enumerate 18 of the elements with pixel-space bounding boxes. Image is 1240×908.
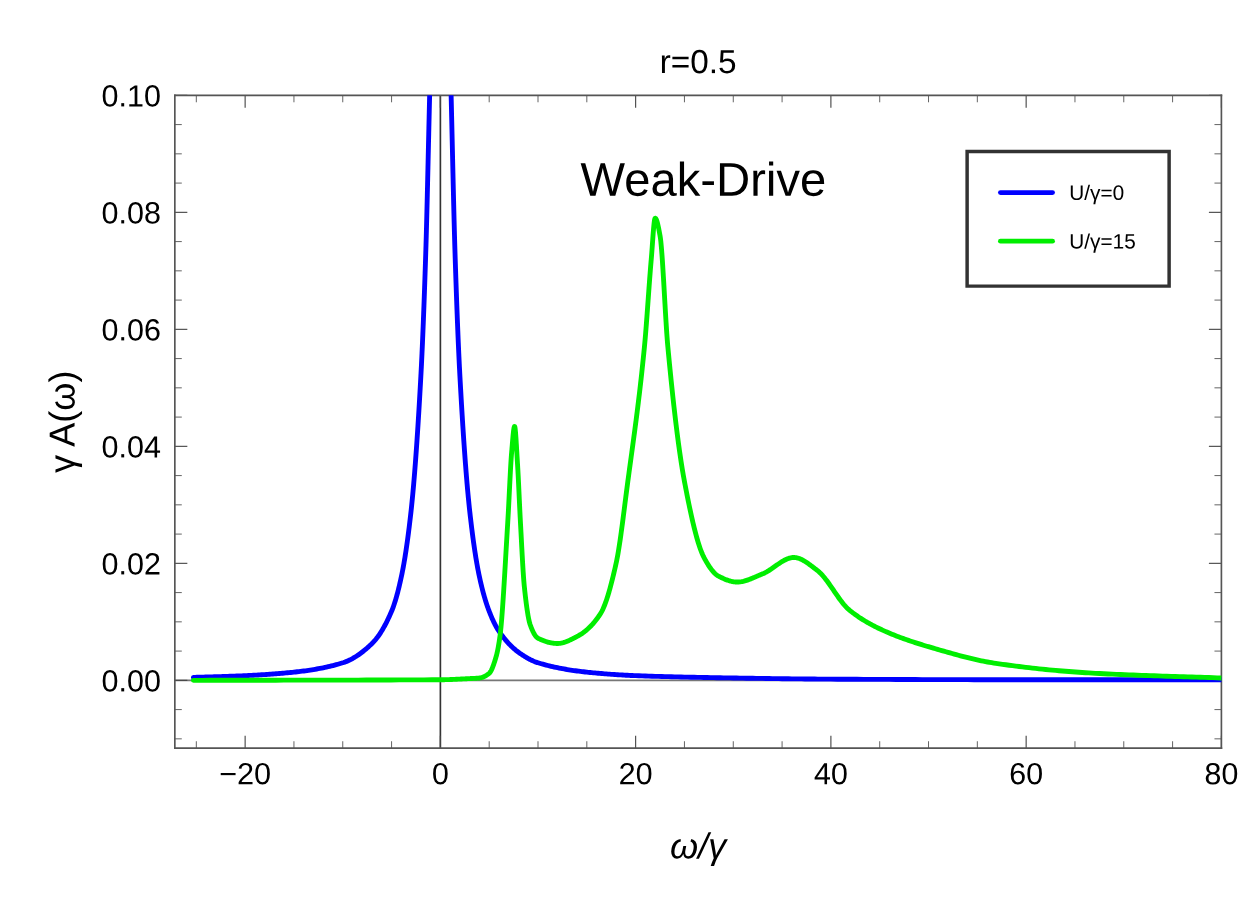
x-tick-label: −20 [220, 762, 270, 785]
x-tick-label: 80 [1205, 762, 1238, 785]
x-tick-label: 60 [1010, 762, 1042, 785]
annotation: Weak-Drive [580, 161, 825, 197]
y-tick-label: 0.06 [102, 319, 160, 341]
y-axis-title: γ A(ω) [48, 372, 83, 473]
y-tick-label: 0.04 [102, 436, 161, 458]
chart-title: r=0.5 [661, 49, 736, 74]
y-tick-label: 0.10 [102, 85, 160, 107]
legend-label: U/γ=15 [1070, 233, 1135, 253]
legend-label: U/γ=0 [1070, 184, 1124, 205]
x-tick-label: 20 [620, 762, 652, 785]
x-axis-title: ω/γ [671, 832, 728, 866]
x-tick-label: 40 [814, 762, 847, 785]
y-tick-label: 0.08 [102, 202, 160, 224]
y-tick-label: 0.02 [102, 553, 160, 575]
y-tick-label: 0.00 [102, 670, 160, 692]
x-tick-label: 0 [433, 762, 448, 785]
